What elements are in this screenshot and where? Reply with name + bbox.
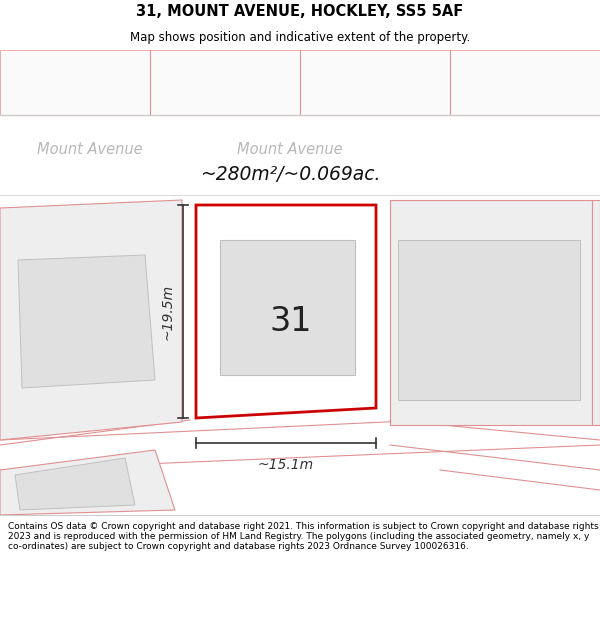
Polygon shape <box>0 450 175 515</box>
Polygon shape <box>18 255 155 388</box>
Polygon shape <box>0 50 600 115</box>
Text: 31, MOUNT AVENUE, HOCKLEY, SS5 5AF: 31, MOUNT AVENUE, HOCKLEY, SS5 5AF <box>136 4 464 19</box>
Text: Map shows position and indicative extent of the property.: Map shows position and indicative extent… <box>130 31 470 44</box>
Polygon shape <box>390 200 592 425</box>
Text: ~19.5m: ~19.5m <box>161 284 175 339</box>
Polygon shape <box>592 200 600 425</box>
Text: Mount Avenue: Mount Avenue <box>237 142 343 158</box>
Polygon shape <box>0 115 600 195</box>
Polygon shape <box>0 200 182 440</box>
Polygon shape <box>220 240 355 375</box>
Polygon shape <box>196 205 376 418</box>
Text: Mount Avenue: Mount Avenue <box>37 142 143 158</box>
Text: ~15.1m: ~15.1m <box>258 458 314 472</box>
Text: ~280m²/~0.069ac.: ~280m²/~0.069ac. <box>200 166 380 184</box>
Text: 31: 31 <box>270 305 312 338</box>
Polygon shape <box>15 458 135 510</box>
Polygon shape <box>398 240 580 400</box>
Text: Contains OS data © Crown copyright and database right 2021. This information is : Contains OS data © Crown copyright and d… <box>8 522 598 551</box>
